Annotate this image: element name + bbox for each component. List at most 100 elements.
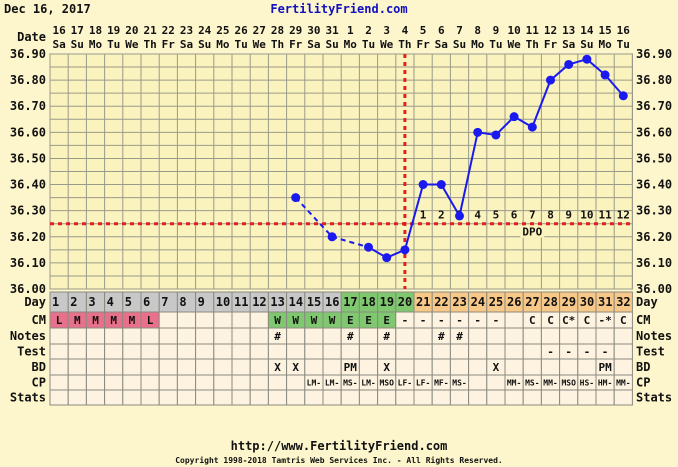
stats-cell (49, 389, 69, 406)
cp-cell (267, 374, 288, 391)
day-row-label-right: Day (636, 295, 658, 309)
y-tick-label-right: 36.60 (636, 125, 672, 139)
day-value: 17 (343, 295, 357, 309)
test-cell (322, 343, 342, 360)
cm-value: C (584, 314, 591, 327)
stats-cell (267, 389, 288, 406)
weekday-label: Sa (562, 38, 575, 51)
temperature-point (382, 253, 392, 263)
date-label: 3 (383, 24, 390, 37)
weekday-label: Su (580, 38, 593, 51)
weekday-label: Mo (216, 38, 230, 51)
cp-cell (122, 374, 142, 391)
stats-cell (559, 389, 579, 406)
notes-row-label-right: Notes (636, 329, 672, 343)
notes-cell (49, 327, 69, 345)
weekday-label: Tu (489, 38, 502, 51)
test-cell (304, 343, 324, 360)
test-cell (340, 343, 360, 360)
notes-cell (176, 327, 197, 345)
date-label: 23 (180, 24, 193, 37)
day-value: 31 (598, 295, 612, 309)
stats-cell (540, 389, 561, 406)
cm-value: M (92, 314, 99, 327)
y-tick-label-left: 36.30 (10, 204, 46, 218)
stats-cell (522, 389, 542, 406)
dpo-number: 1 (420, 209, 427, 222)
date-label: 2 (365, 24, 372, 37)
test-cell (431, 343, 451, 360)
bd-cell (104, 358, 124, 376)
notes-cell (213, 327, 233, 345)
date-label: 18 (89, 24, 102, 37)
temperature-segment (331, 235, 369, 249)
bd-cell (122, 358, 142, 376)
footer-url-link[interactable]: http://www.FertilityFriend.com (231, 439, 448, 453)
y-tick-label-right: 36.00 (636, 282, 672, 296)
bd-cell (140, 358, 160, 376)
date-label: 28 (271, 24, 284, 37)
notes-cell (104, 327, 124, 345)
temperature-point (491, 130, 501, 140)
stats-cell (67, 389, 87, 406)
cm-value: - (493, 314, 500, 327)
test-value: - (602, 346, 609, 359)
notes-cell (122, 327, 142, 345)
stats-row-label-right: Stats (636, 391, 672, 405)
cp-value: LM- (361, 379, 375, 388)
test-cell (449, 343, 470, 360)
day-value: 4 (107, 295, 114, 309)
date-label: 19 (107, 24, 120, 37)
weekday-label: Sa (307, 38, 320, 51)
notes-cell (413, 327, 433, 345)
date-label: 11 (526, 24, 540, 37)
test-row-label-left: Test (17, 345, 46, 359)
day-value: 26 (507, 295, 521, 309)
stats-cell (176, 389, 197, 406)
cp-value: MS- (452, 379, 466, 388)
cm-value: W (329, 314, 336, 327)
cp-cell (140, 374, 160, 391)
cm-cell (213, 311, 233, 329)
date-label: 12 (544, 24, 557, 37)
temperature-point (509, 112, 519, 122)
temperature-segment (440, 184, 461, 217)
test-cell (85, 343, 106, 360)
cm-value: L (56, 314, 63, 327)
test-cell (468, 343, 488, 360)
dpo-number: 7 (529, 209, 536, 222)
date-label: 17 (71, 24, 84, 37)
notes-row-label-left: Notes (10, 329, 46, 343)
day-value: 29 (562, 295, 576, 309)
weekday-label: Tu (107, 38, 120, 51)
bd-cell (176, 358, 197, 376)
stats-cell (286, 389, 306, 406)
test-cell (504, 343, 524, 360)
stats-cell (322, 389, 342, 406)
cp-value: MSO (561, 379, 576, 388)
y-tick-label-left: 36.50 (10, 151, 46, 165)
site-title-link[interactable]: FertilityFriend.com (270, 2, 407, 16)
date-label: 30 (307, 24, 320, 37)
stats-cell (122, 389, 142, 406)
date-label: 25 (216, 24, 229, 37)
day-row-label-left: Day (24, 295, 46, 309)
test-value: - (565, 346, 572, 359)
notes-value: # (383, 330, 390, 343)
cp-cell (67, 374, 87, 391)
day-value: 3 (88, 295, 95, 309)
test-cell (104, 343, 124, 360)
day-value: 5 (125, 295, 132, 309)
cm-value: E (365, 314, 372, 327)
date-label: 26 (234, 24, 248, 37)
date-row-label: Date (17, 30, 46, 44)
notes-cell (85, 327, 106, 345)
cp-cell (249, 374, 269, 391)
cp-cell (286, 374, 306, 391)
date-label: 1 (347, 24, 354, 37)
stats-cell (377, 389, 397, 406)
date-label: 16 (617, 24, 631, 37)
stats-cell (158, 389, 178, 406)
stats-cell (577, 389, 597, 406)
